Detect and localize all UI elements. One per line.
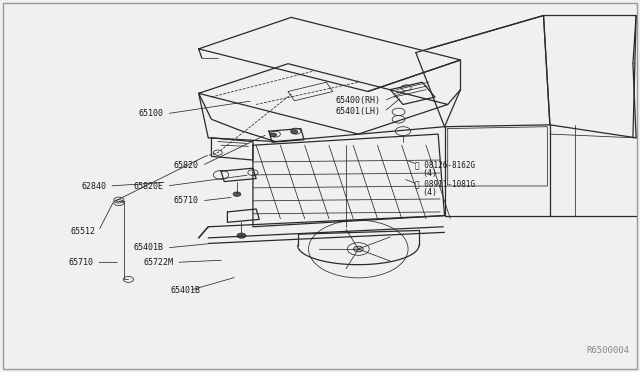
Text: 65401B: 65401B [134, 243, 164, 252]
Text: (4): (4) [422, 188, 437, 197]
Text: ⓝ 08126-8162G: ⓝ 08126-8162G [415, 160, 475, 169]
Text: 65820E: 65820E [134, 182, 164, 190]
Circle shape [353, 246, 363, 252]
Text: 65722M: 65722M [143, 258, 173, 267]
Text: 65400(RH): 65400(RH) [335, 96, 381, 105]
Text: 65710: 65710 [68, 258, 93, 267]
Text: 65401(LH): 65401(LH) [335, 108, 381, 116]
Circle shape [270, 133, 276, 137]
Text: 62840: 62840 [81, 182, 106, 190]
Circle shape [233, 192, 241, 196]
Text: (4): (4) [422, 169, 437, 177]
Text: 65100: 65100 [138, 109, 164, 118]
Text: 65710: 65710 [173, 196, 198, 205]
Text: R6500004: R6500004 [587, 346, 630, 355]
Text: 65512: 65512 [70, 227, 95, 236]
Circle shape [291, 130, 298, 134]
Circle shape [237, 233, 246, 238]
Text: 65401B: 65401B [171, 286, 201, 295]
Text: 65820: 65820 [173, 161, 198, 170]
Text: ⓝ 08911-1081G: ⓝ 08911-1081G [415, 180, 475, 189]
